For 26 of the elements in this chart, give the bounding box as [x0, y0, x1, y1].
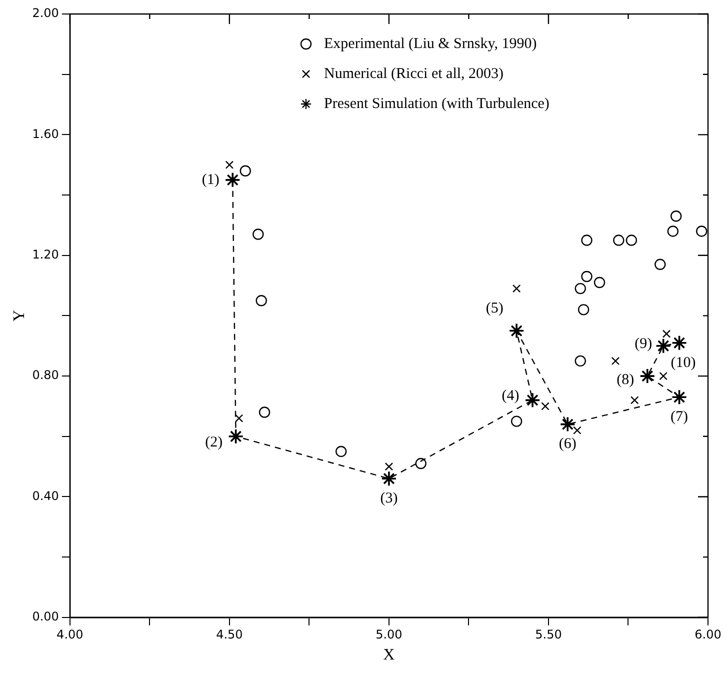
x-tick-label: 5.00	[376, 628, 402, 642]
annotation: (7)	[670, 409, 688, 426]
x-tick-label: 4.00	[56, 628, 84, 642]
legend-label: Numerical (Ricci et all, 2003)	[324, 66, 504, 82]
y-tick-label: 0.40	[32, 488, 59, 503]
annotation: (5)	[486, 300, 504, 317]
x-axis-title: X	[383, 646, 396, 664]
annotation: (8)	[616, 372, 634, 388]
x-tick-label: 5.50	[535, 628, 562, 642]
annotation: (3)	[380, 490, 398, 507]
y-tick-label: 1.20	[32, 247, 59, 262]
annotation: (9)	[634, 336, 652, 352]
y-tick-label: 1.60	[32, 126, 59, 141]
y-axis-title: Y	[10, 309, 28, 322]
annotation: (6)	[558, 436, 576, 452]
y-tick-label: 0.00	[32, 610, 59, 624]
legend-label: Experimental (Liu & Srnsky, 1990)	[324, 36, 537, 52]
x-tick-label: 6.00	[694, 628, 722, 642]
legend-label: Present Simulation (with Turbulence)	[324, 96, 550, 112]
annotation: (1)	[202, 172, 220, 188]
annotation: (2)	[205, 434, 223, 450]
y-tick-label: 2.00	[32, 6, 59, 20]
annotation: (10)	[670, 354, 696, 371]
y-tick-label: 0.80	[32, 368, 59, 382]
x-tick-label: 4.50	[216, 628, 243, 642]
annotation: (4)	[502, 388, 520, 404]
